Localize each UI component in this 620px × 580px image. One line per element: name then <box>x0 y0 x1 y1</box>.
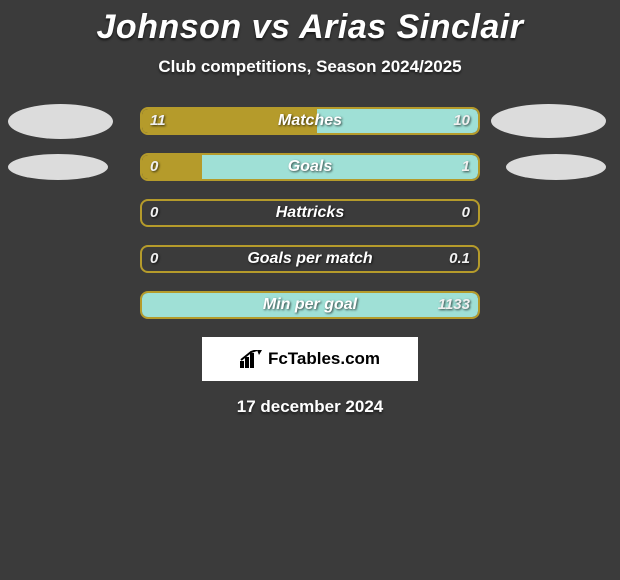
player-avatar-right <box>506 154 606 180</box>
stat-value-left: 11 <box>150 107 166 135</box>
stat-bar-outline <box>140 245 480 273</box>
site-logo[interactable]: FcTables.com <box>202 337 418 381</box>
stat-bar-outline <box>140 199 480 227</box>
stat-row: Goals01 <box>0 153 620 185</box>
stat-bar-outline <box>140 107 480 135</box>
stat-value-right: 10 <box>453 107 470 135</box>
stat-value-right: 1 <box>462 153 470 181</box>
stat-value-left: 0 <box>150 199 158 227</box>
logo-text: FcTables.com <box>268 349 380 369</box>
player-avatar-left <box>8 154 108 180</box>
date-text: 17 december 2024 <box>0 397 620 417</box>
player-avatar-right <box>491 104 606 138</box>
stat-bar-outline <box>140 153 480 181</box>
chart-icon <box>240 350 262 368</box>
stat-value-right: 1133 <box>438 291 470 319</box>
stat-row: Hattricks00 <box>0 199 620 231</box>
stat-row: Matches1110 <box>0 107 620 139</box>
stat-bar-right-fill <box>142 293 478 317</box>
stat-bar-outline <box>140 291 480 319</box>
page-title: Johnson vs Arias Sinclair <box>0 0 620 47</box>
page-subtitle: Club competitions, Season 2024/2025 <box>0 57 620 77</box>
stats-container: Matches1110Goals01Hattricks00Goals per m… <box>0 107 620 323</box>
stat-bar-left-fill <box>142 109 317 133</box>
stat-value-right: 0.1 <box>449 245 470 273</box>
stat-value-right: 0 <box>462 199 470 227</box>
stat-bar-right-fill <box>202 155 478 179</box>
player-avatar-left <box>8 104 113 139</box>
stat-value-left: 0 <box>150 245 158 273</box>
stat-value-left: 0 <box>150 153 158 181</box>
stat-row: Min per goal1133 <box>0 291 620 323</box>
stat-row: Goals per match00.1 <box>0 245 620 277</box>
